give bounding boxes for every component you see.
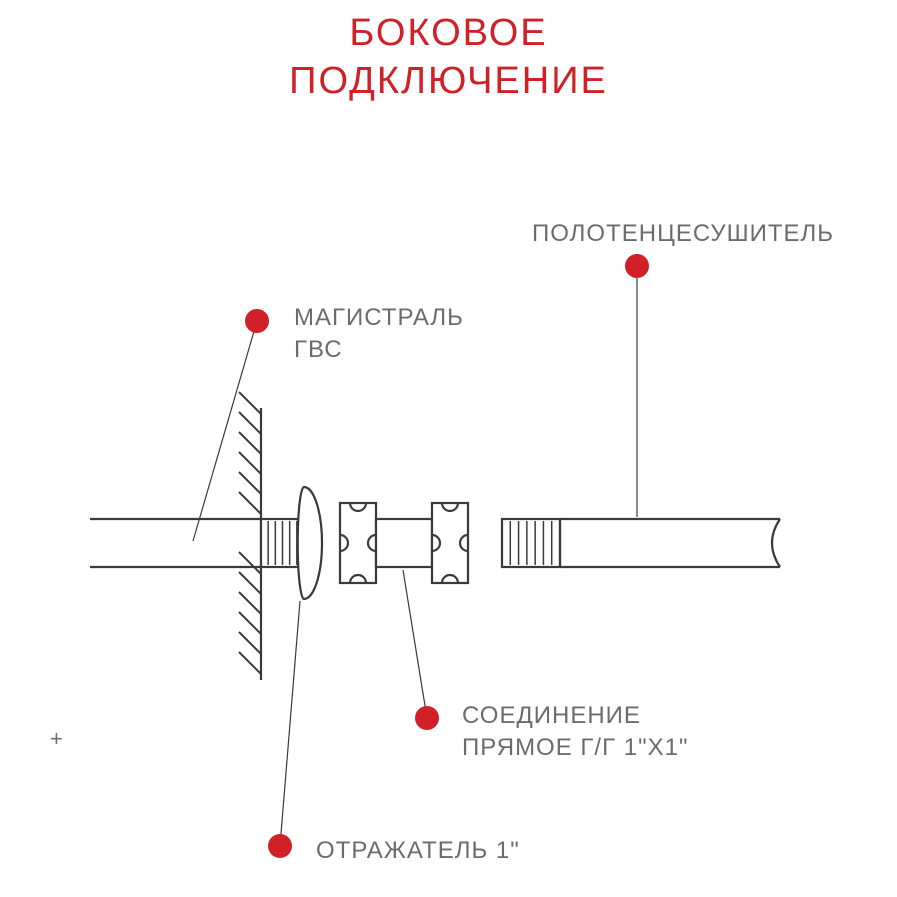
label-towel-rail: ПОЛОТЕНЦЕСУШИТЕЛЬ	[532, 218, 834, 250]
label-reflector: ОТРАЖАТЕЛЬ 1"	[316, 835, 520, 867]
plus-mark: +	[50, 726, 63, 752]
connection-diagram	[0, 0, 897, 897]
label-mainline: МАГИСТРАЛЬ ГВС	[294, 302, 464, 367]
label-coupling: СОЕДИНЕНИЕ ПРЯМОЕ Г/Г 1"Х1"	[462, 700, 688, 765]
